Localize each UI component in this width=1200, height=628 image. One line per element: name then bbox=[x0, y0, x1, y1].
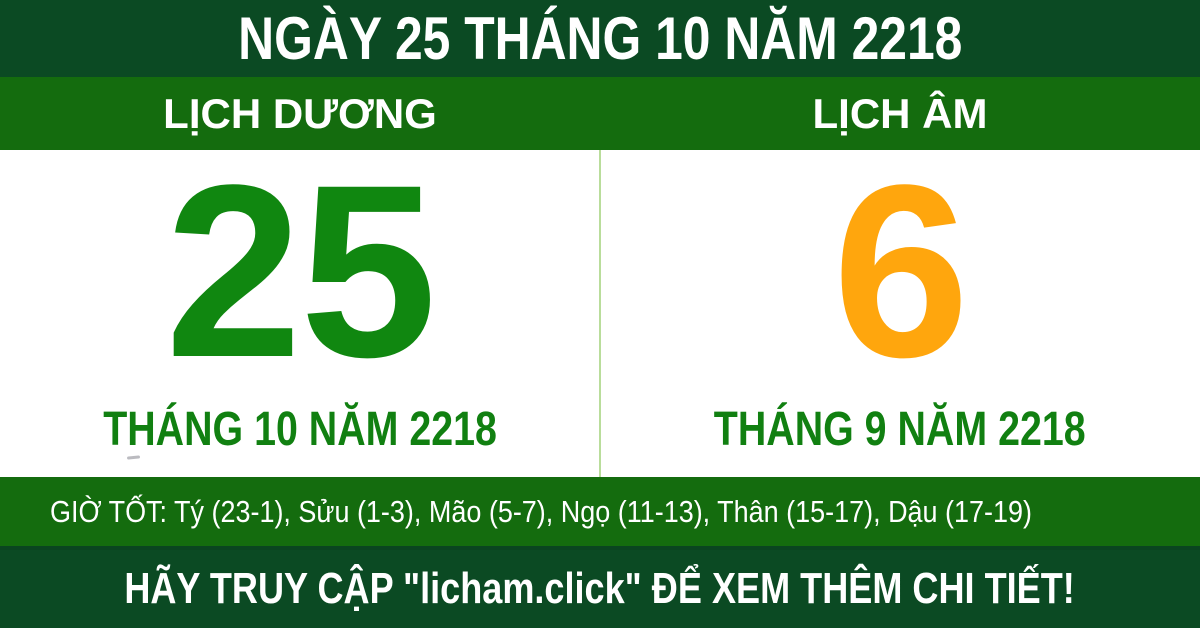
solar-day-number: 25 bbox=[165, 134, 437, 409]
good-hours-text: GIỜ TỐT: Tý (23-1), Sửu (1-3), Mão (5-7)… bbox=[50, 493, 1032, 529]
lunar-calendar-header: LỊCH ÂM bbox=[600, 77, 1200, 150]
calendar-type-header-row: LỊCH DƯƠNG LỊCH ÂM bbox=[0, 77, 1200, 150]
solar-calendar-label: LỊCH DƯƠNG bbox=[163, 89, 437, 137]
solar-month-year: THÁNG 10 NĂM 2218 bbox=[103, 403, 497, 456]
lunar-calendar-panel: 6 THÁNG 9 NĂM 2218 bbox=[600, 134, 1200, 477]
lunar-month-year: THÁNG 9 NĂM 2218 bbox=[714, 403, 1086, 456]
lunar-calendar-label: LỊCH ÂM bbox=[812, 89, 988, 137]
footer-cta-text: HÃY TRUY CẬP "licham.click" ĐỂ XEM THÊM … bbox=[124, 564, 1076, 613]
solar-calendar-header: LỊCH DƯƠNG bbox=[0, 77, 600, 150]
lunar-day-number: 6 bbox=[832, 134, 970, 409]
page-title: NGÀY 25 THÁNG 10 NĂM 2218 bbox=[237, 5, 963, 72]
good-hours-bar: GIỜ TỐT: Tý (23-1), Sửu (1-3), Mão (5-7)… bbox=[0, 477, 1200, 546]
column-divider bbox=[599, 150, 601, 477]
solar-calendar-panel: 25 THÁNG 10 NĂM 2218 bbox=[0, 134, 600, 477]
calendar-body: 25 THÁNG 10 NĂM 2218 6 THÁNG 9 NĂM 2218 bbox=[0, 134, 1200, 477]
date-title-bar: NGÀY 25 THÁNG 10 NĂM 2218 bbox=[0, 0, 1200, 77]
footer-bar: HÃY TRUY CẬP "licham.click" ĐỂ XEM THÊM … bbox=[0, 546, 1200, 628]
